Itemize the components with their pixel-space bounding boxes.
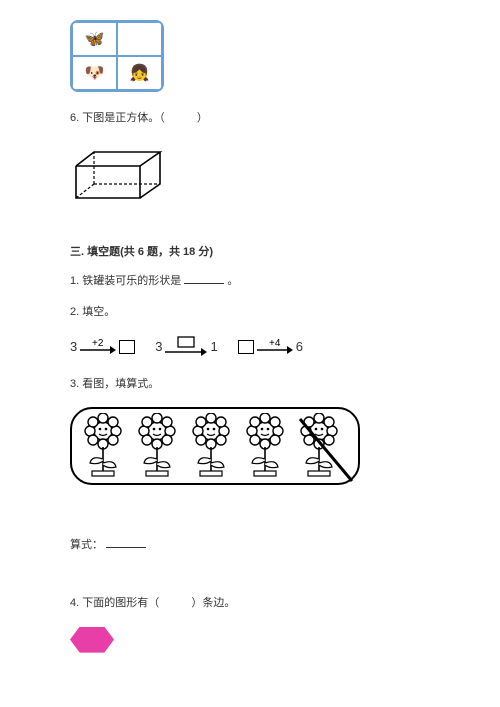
arrow-icon: +2 xyxy=(80,338,116,356)
q3-answer-line: 算式： xyxy=(70,537,430,555)
flowers-frame xyxy=(70,407,360,485)
section-3-title: 三. 填空题(共 6 题，共 18 分) xyxy=(70,243,430,259)
question-1: 1. 铁罐装可乐的形状是 。 xyxy=(70,273,430,291)
grid-cell-butterfly: 🦋 xyxy=(72,22,117,56)
q4-text-b: ）条边。 xyxy=(191,597,235,609)
eq-a-op-text: +2 xyxy=(92,338,104,349)
q1-suffix: 。 xyxy=(227,275,238,287)
q6-text-a: 6. 下图是正方体。（ xyxy=(70,112,165,124)
cuboid-diagram xyxy=(70,148,170,204)
q3-answer-blank[interactable] xyxy=(106,537,146,548)
grid-cell-girl: 👧 xyxy=(117,56,162,90)
eq-b-right: 1 xyxy=(210,339,217,354)
eq-c-right: 6 xyxy=(296,339,303,354)
cross-out-icon xyxy=(296,409,356,487)
image-grid: 🦋 🐶 👧 xyxy=(70,20,164,92)
hexagon-shape xyxy=(70,627,114,653)
q1-blank[interactable] xyxy=(184,273,224,284)
question-2: 2. 填空。 xyxy=(70,304,430,322)
flower-icon xyxy=(132,413,182,479)
q4-text-a: 4. 下面的图形有（ xyxy=(70,597,159,609)
q1-text: 1. 铁罐装可乐的形状是 xyxy=(70,275,181,287)
equation-row: 3 +2 3 1 +4 6 xyxy=(70,336,430,358)
flower-icon xyxy=(186,413,236,479)
grid-cell-empty xyxy=(117,22,162,56)
question-4: 4. 下面的图形有（ ）条边。 xyxy=(70,595,430,613)
eq-b-left: 3 xyxy=(155,339,162,354)
eq-c-op-text: +4 xyxy=(269,338,281,349)
grid-cell-dog: 🐶 xyxy=(72,56,117,90)
eq-a-left: 3 xyxy=(70,339,77,354)
q6-text-b: ） xyxy=(197,112,208,124)
flower-icon xyxy=(240,413,290,479)
eq-c-box[interactable] xyxy=(238,340,254,354)
question-3: 3. 看图，填算式。 xyxy=(70,376,430,394)
arrow-icon: +4 xyxy=(257,338,293,356)
arrow-icon xyxy=(165,336,207,358)
eq-a-box[interactable] xyxy=(119,340,135,354)
question-6: 6. 下图是正方体。（ ） xyxy=(70,110,430,128)
q3-answer-label: 算式： xyxy=(70,539,103,551)
flower-icon xyxy=(78,413,128,479)
